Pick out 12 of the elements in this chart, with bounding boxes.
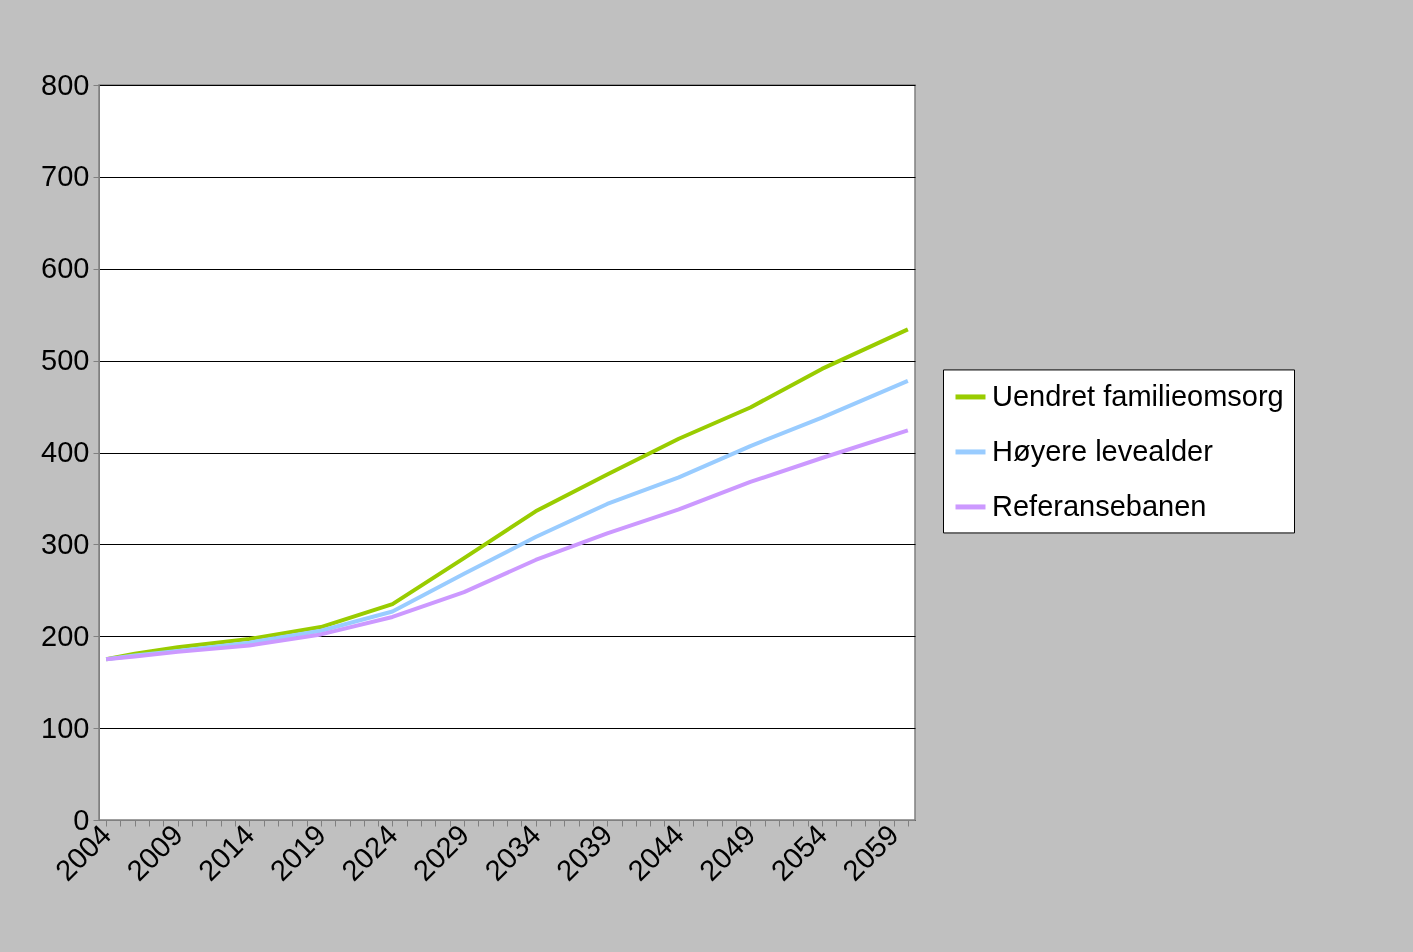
y-tick-label: 600 <box>41 252 90 285</box>
y-tick-label: 500 <box>41 344 90 377</box>
legend-label: Referansebanen <box>992 489 1207 522</box>
y-tick-label: 200 <box>41 619 90 652</box>
line-series <box>104 428 910 662</box>
legend-label: Høyere levealder <box>992 434 1214 467</box>
y-tick-label: 700 <box>41 160 90 193</box>
y-tick-label: 300 <box>41 527 90 560</box>
y-tick-label: 800 <box>41 68 90 101</box>
legend-label: Uendret familieomsorg <box>992 379 1284 412</box>
y-tick-label: 100 <box>41 711 90 744</box>
y-tick-label: 400 <box>41 436 90 468</box>
